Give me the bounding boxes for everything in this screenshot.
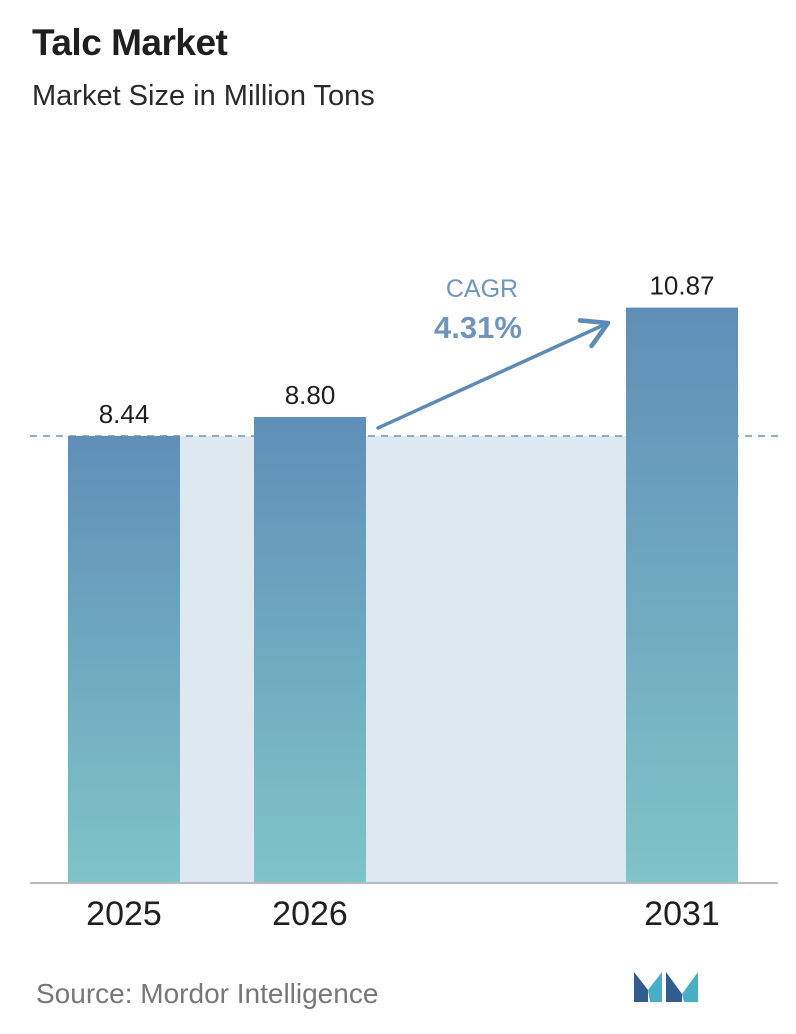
logo-shape-mid [648,972,662,1002]
bar-2031 [626,307,738,882]
logo-shape-end [682,972,698,1002]
chart-subtitle: Market Size in Million Tons [32,80,375,112]
cagr-label: CAGR [446,275,518,303]
category-label-2031: 2031 [644,895,720,933]
logo-shape-right [666,972,682,1002]
cagr-annotation: CAGR 4.31% [376,275,611,430]
category-label-2025: 2025 [86,895,162,933]
cagr-arrow [376,318,611,430]
mordor-intelligence-logo [634,972,698,1002]
bar-2025 [68,436,180,882]
label-layer: 8.44 2025 8.80 2026 10.87 2031 [86,271,720,933]
bar-layer [68,307,738,882]
chart-title: Talc Market [32,22,228,63]
value-label-2025: 8.44 [99,399,150,429]
source-text: Source: Mordor Intelligence [36,978,379,1009]
cagr-value: 4.31% [434,310,522,345]
logo-shape-left [634,972,648,1002]
value-label-2031: 10.87 [649,271,714,301]
bar-chart: 8.44 2025 8.80 2026 10.87 2031 CAGR 4.31% [30,271,780,933]
category-label-2026: 2026 [272,895,348,933]
value-label-2026: 8.80 [285,380,336,410]
bar-2026 [254,416,366,882]
